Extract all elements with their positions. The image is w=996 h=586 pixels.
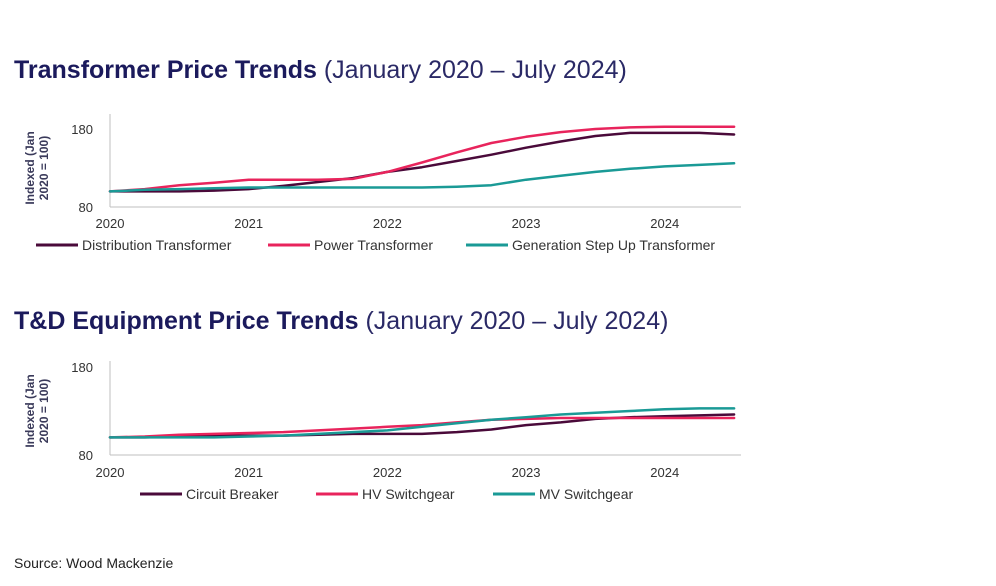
chart-title-subtitle: (January 2020 – July 2024) [365, 307, 669, 335]
source-note: Source: Wood Mackenzie [14, 555, 174, 571]
series-line-power-transformer [108, 125, 736, 193]
x-tick-label: 2021 [234, 216, 263, 231]
series-line-hv-switchgear [108, 416, 736, 439]
x-tick-label: 2022 [373, 465, 402, 480]
td-equipment-price-chart: 80 180 2020 2021 2022 2023 2024 Indexed (Jan 202… [23, 360, 741, 502]
chart-title-td-equipment: T&D Equipment Price Trends (January 2020… [14, 307, 668, 336]
x-tick-label: 2023 [512, 465, 541, 480]
legend-label-circuit-breaker: Circuit Breaker [186, 486, 279, 502]
x-tick-label: 2020 [96, 216, 125, 231]
series-line-distribution-transformer [108, 131, 736, 193]
y-axis-label-line2: 2020 = 100) [37, 136, 51, 200]
x-tick-label: 2022 [373, 216, 402, 231]
y-axis-label-line1: Indexed (Jan [23, 131, 37, 204]
transformer-price-chart: 80 180 2020 2021 2022 2023 2024 Indexed (Jan 202… [23, 114, 741, 253]
y-axis-label: Indexed (Jan 2020 = 100) [23, 374, 51, 447]
series-line-generation-step-up-transformer [108, 162, 736, 193]
legend-label-power-transformer: Power Transformer [314, 237, 433, 253]
legend-label-mv-switchgear: MV Switchgear [539, 486, 633, 502]
y-tick-label: 180 [71, 360, 93, 375]
series-line-mv-switchgear [108, 407, 736, 439]
chart-title-transformer: Transformer Price Trends (January 2020 –… [14, 56, 627, 85]
legend-label-generation-step-up-transformer: Generation Step Up Transformer [512, 237, 715, 253]
x-tick-label: 2021 [234, 465, 263, 480]
y-tick-label: 80 [79, 448, 93, 463]
x-tick-label: 2024 [650, 216, 679, 231]
x-tick-label: 2023 [512, 216, 541, 231]
legend-label-hv-switchgear: HV Switchgear [362, 486, 455, 502]
y-axis-label-line2: 2020 = 100) [37, 379, 51, 443]
chart-title-main: T&D Equipment Price Trends [14, 307, 359, 335]
x-tick-label: 2020 [96, 465, 125, 480]
x-tick-label: 2024 [650, 465, 679, 480]
y-tick-label: 180 [71, 122, 93, 137]
chart-title-subtitle: (January 2020 – July 2024) [323, 56, 627, 84]
legend-label-distribution-transformer: Distribution Transformer [82, 237, 232, 253]
y-axis-label-line1: Indexed (Jan [23, 374, 37, 447]
chart-title-main: Transformer Price Trends [14, 56, 317, 84]
y-tick-label: 80 [79, 200, 93, 215]
y-axis-label: Indexed (Jan 2020 = 100) [23, 131, 51, 204]
